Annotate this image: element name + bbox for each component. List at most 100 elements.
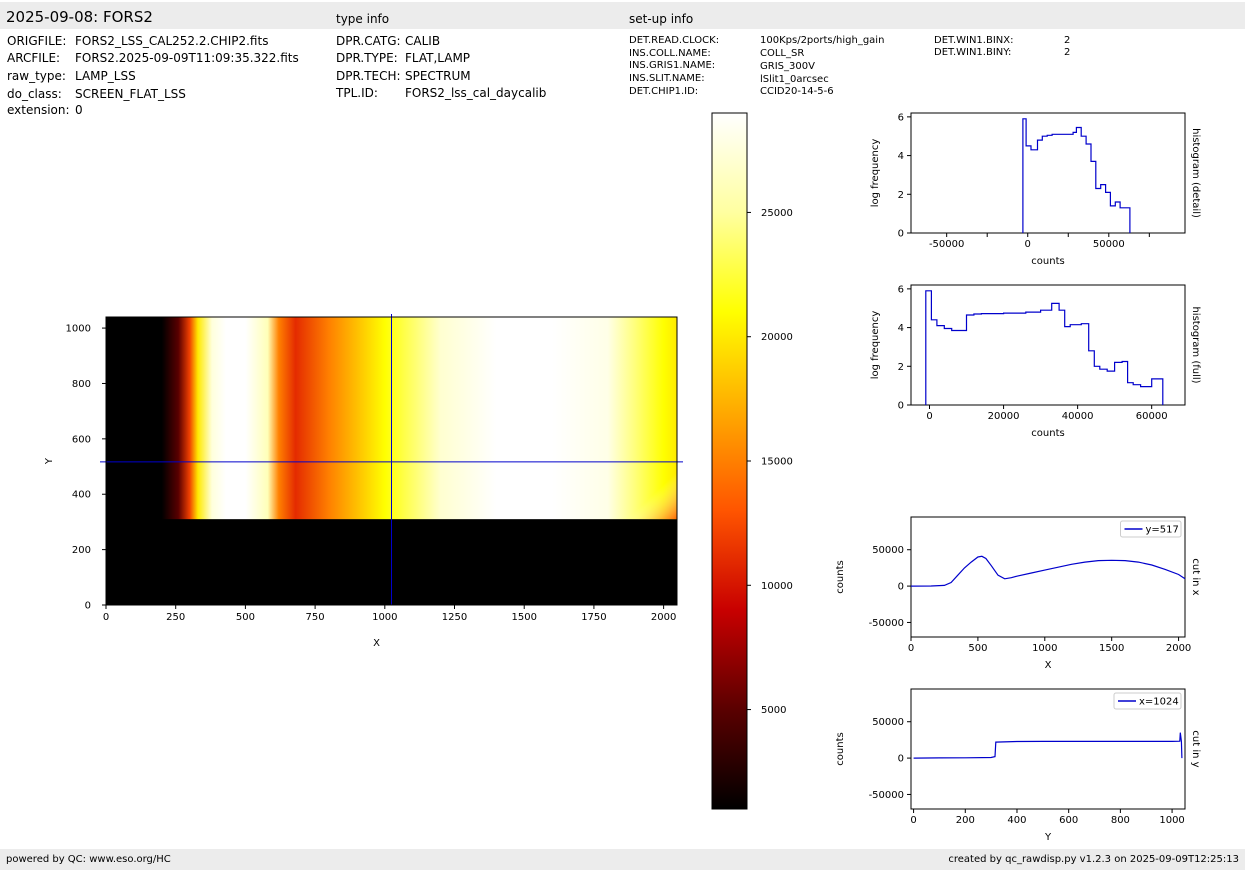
x-tick-label: 2000 (651, 612, 676, 623)
x-tick-label: -50000 (929, 239, 964, 250)
file-info-key: ARCFILE: (7, 51, 61, 65)
x-axis-label: Y (1044, 832, 1052, 843)
y-tick-label: 0 (85, 601, 91, 612)
series-line (1022, 118, 1131, 233)
y-tick-label: -50000 (869, 790, 904, 801)
file-info-key: raw_type: (7, 69, 66, 83)
detector-image-plot: 0 250 500 750 1000 1250 1500 1750 2000 0 200 400 600… (44, 314, 683, 649)
y-tick-label: 6 (898, 112, 904, 123)
type-info-value: SPECTRUM (405, 69, 471, 83)
file-info-value: FORS2_LSS_CAL252.2.CHIP2.fits (75, 34, 269, 48)
x-tick-label: 200 (956, 815, 975, 826)
setup-info-key: INS.SLIT.NAME: (629, 73, 705, 84)
y-axis-label: Y (44, 457, 55, 465)
y-tick-label: 4 (898, 323, 904, 334)
series-line (913, 732, 1183, 759)
corner-flare (621, 466, 677, 520)
x-tick-label: 50000 (1093, 239, 1125, 250)
colorbar-tick-label: 20000 (761, 332, 793, 343)
colorbar: 5000 10000 15000 20000 25000 (711, 112, 793, 810)
histogram-full-plot: 0 20000 40000 60000 0 2 4 6 counts log frequency h… (870, 284, 1201, 439)
type-info-key: DPR.TYPE: (336, 51, 398, 65)
x-tick-label: 1000 (1159, 815, 1184, 826)
setup-info-value: 100Kps/2ports/high_gain (760, 35, 885, 46)
x-tick-label: 1250 (442, 612, 467, 623)
y-tick-label: 600 (72, 434, 91, 445)
y-axis-label: counts (835, 560, 846, 593)
axes-frame (910, 284, 1186, 406)
x-tick-label: 0 (910, 815, 916, 826)
y-tick-label: 0 (898, 582, 904, 593)
axes-frame (105, 316, 678, 606)
footer-created: created by qc_rawdisp.py v1.2.3 on 2025-… (948, 854, 1239, 865)
x-axis-label: counts (1031, 256, 1064, 267)
x-tick-label: 250 (166, 612, 185, 623)
x-tick-label: 0 (1025, 239, 1031, 250)
legend-box (1113, 692, 1182, 710)
colorbar-tick-label: 10000 (761, 581, 793, 592)
x-tick-label: 1000 (372, 612, 397, 623)
plot-title: cut in x (1190, 558, 1201, 595)
legend-label: y=517 (1146, 525, 1179, 536)
series-line (925, 290, 1164, 405)
file-info-key: ORIGFILE: (7, 34, 67, 48)
header-band (0, 2, 1245, 29)
histogram-detail-plot: -50000 0 50000 0 2 4 6 counts log frequency histo… (870, 112, 1201, 267)
colorbar-tick-label: 25000 (761, 208, 793, 219)
y-tick-label: 6 (898, 284, 904, 295)
type-info-value: CALIB (405, 34, 441, 48)
type-info-value: FORS2_lss_cal_daycalib (405, 86, 547, 100)
file-info-value: LAMP_LSS (75, 69, 136, 83)
x-tick-label: 2000 (1166, 643, 1191, 654)
x-tick-label: 40000 (1062, 411, 1094, 422)
setup-info-key: DET.WIN1.BINX: (934, 35, 1014, 46)
setup-info-value: lSlit1_0arcsec (760, 74, 829, 85)
x-tick-label: 0 (103, 612, 109, 623)
file-info-value: SCREEN_FLAT_LSS (75, 87, 186, 101)
plot-title: cut in y (1190, 730, 1201, 767)
y-tick-label: 200 (72, 545, 91, 556)
x-tick-label: 1500 (511, 612, 536, 623)
y-tick-label: 400 (72, 490, 91, 501)
y-tick-label: 50000 (872, 545, 904, 556)
file-info-value: FORS2.2025-09-09T11:09:35.322.fits (75, 51, 299, 65)
y-tick-label: 2 (898, 190, 904, 201)
setup-info-label: set-up info (629, 12, 694, 26)
x-tick-label: 0 (926, 411, 932, 422)
axes-frame (910, 112, 1186, 234)
y-tick-label: 4 (898, 151, 904, 162)
x-tick-label: 400 (1007, 815, 1026, 826)
footer-band (0, 849, 1245, 870)
page-title: 2025-09-08: FORS2 (6, 8, 153, 26)
series-line (910, 555, 1186, 587)
x-tick-label: 20000 (988, 411, 1020, 422)
y-tick-label: 0 (898, 229, 904, 240)
y-axis-label: log frequency (870, 311, 881, 380)
plot-title: histogram (detail) (1190, 128, 1201, 218)
legend-box (1120, 520, 1182, 538)
colorbar-tick-label: 5000 (761, 705, 786, 716)
setup-info-value: GRIS_300V (760, 61, 815, 72)
x-axis-label: X (1045, 660, 1052, 671)
x-tick-label: 500 (236, 612, 255, 623)
colorbar-gradient (711, 112, 748, 810)
footer-credit: powered by QC: www.eso.org/HC (6, 854, 171, 865)
type-info-label: type info (336, 12, 390, 26)
setup-info-value: 2 (1064, 47, 1071, 58)
y-tick-label: 0 (898, 401, 904, 412)
setup-info-key: INS.GRIS1.NAME: (629, 60, 716, 71)
file-info-key: extension: (7, 103, 70, 117)
type-info-key: DPR.CATG: (336, 34, 401, 48)
file-info-key: do_class: (7, 87, 62, 101)
y-tick-label: 50000 (872, 717, 904, 728)
x-tick-label: 500 (968, 643, 987, 654)
setup-info-value: 2 (1064, 35, 1071, 46)
x-tick-label: 60000 (1136, 411, 1168, 422)
x-axis-label: counts (1031, 428, 1064, 439)
axes-frame (910, 516, 1186, 638)
setup-info-value: COLL_SR (760, 48, 805, 59)
y-tick-label: 0 (898, 754, 904, 765)
y-axis-label: log frequency (870, 139, 881, 208)
